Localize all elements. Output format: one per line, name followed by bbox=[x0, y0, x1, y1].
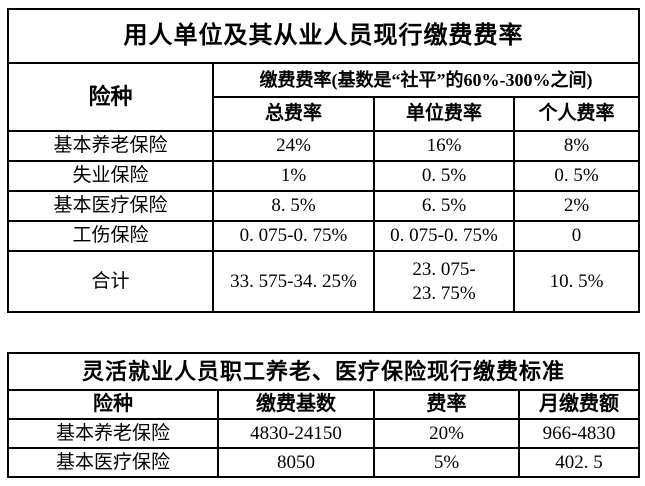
rate-cell: 5% bbox=[373, 447, 520, 478]
table-row: 工伤保险 0. 075-0. 75% 0. 075-0. 75% 0 bbox=[7, 220, 640, 252]
table2-header-rate: 费率 bbox=[373, 389, 520, 420]
table1-header-insurance-type: 险种 bbox=[7, 62, 214, 132]
total-rate-cell: 24% bbox=[212, 130, 375, 162]
table-row: 基本医疗保险 8. 5% 6. 5% 2% bbox=[7, 190, 640, 222]
personal-rate-cell: 0. 5% bbox=[513, 160, 640, 192]
table-row: 失业保险 1% 0. 5% 0. 5% bbox=[7, 160, 640, 192]
row-label-cell: 合计 bbox=[7, 250, 214, 313]
row-label-cell: 基本养老保险 bbox=[7, 130, 214, 162]
employer-rate-cell: 6. 5% bbox=[373, 190, 515, 222]
table2-header-base: 缴费基数 bbox=[217, 389, 375, 420]
row-label-cell: 基本医疗保险 bbox=[7, 190, 214, 222]
row-label-cell: 工伤保险 bbox=[7, 220, 214, 252]
total-rate-cell: 1% bbox=[212, 160, 375, 192]
table-row: 基本医疗保险 8050 5% 402. 5 bbox=[7, 447, 641, 478]
table1-title: 用人单位及其从业人员现行缴费费率 bbox=[7, 8, 640, 64]
table2-header-monthly: 月缴费额 bbox=[517, 389, 641, 420]
personal-rate-cell: 8% bbox=[513, 130, 640, 162]
table1-subheader-total-rate: 总费率 bbox=[212, 96, 375, 132]
table-row: 基本养老保险 4830-24150 20% 966-4830 bbox=[7, 418, 641, 449]
total-rate-cell: 33. 575-34. 25% bbox=[212, 250, 375, 313]
employer-rate-cell: 16% bbox=[373, 130, 515, 162]
table1-header-rate-group: 缴费费率(基数是“社平”的60%-300%之间) bbox=[212, 62, 640, 98]
monthly-amount-cell: 966-4830 bbox=[517, 418, 641, 449]
table1-subheader-employer-rate: 单位费率 bbox=[373, 96, 515, 132]
table2-header-insurance-type: 险种 bbox=[7, 389, 219, 420]
table-row: 基本养老保险 24% 16% 8% bbox=[7, 130, 640, 162]
monthly-amount-cell: 402. 5 bbox=[517, 447, 641, 478]
table1-subheader-personal-rate: 个人费率 bbox=[513, 96, 640, 132]
flexible-employment-rate-table: 灵活就业人员职工养老、医疗保险现行缴费标准 险种 缴费基数 费率 月缴费额 基本… bbox=[6, 352, 641, 478]
employer-rate-cell: 23. 075- 23. 75% bbox=[373, 250, 515, 313]
base-cell: 4830-24150 bbox=[217, 418, 375, 449]
row-label-cell: 失业保险 bbox=[7, 160, 214, 192]
personal-rate-cell: 2% bbox=[513, 190, 640, 222]
employer-employee-rate-table: 用人单位及其从业人员现行缴费费率 险种 缴费费率(基数是“社平”的60%-300… bbox=[7, 8, 640, 313]
table2-title: 灵活就业人员职工养老、医疗保险现行缴费标准 bbox=[6, 352, 641, 391]
row-label-cell: 基本养老保险 bbox=[7, 418, 219, 449]
employer-rate-cell: 0. 5% bbox=[373, 160, 515, 192]
base-cell: 8050 bbox=[217, 447, 375, 478]
employer-rate-cell: 0. 075-0. 75% bbox=[373, 220, 515, 252]
row-label-cell: 基本医疗保险 bbox=[7, 447, 219, 478]
total-rate-cell: 0. 075-0. 75% bbox=[212, 220, 375, 252]
total-rate-cell: 8. 5% bbox=[212, 190, 375, 222]
personal-rate-cell: 10. 5% bbox=[513, 250, 640, 313]
rate-cell: 20% bbox=[373, 418, 520, 449]
table-row-total: 合计 33. 575-34. 25% 23. 075- 23. 75% 10. … bbox=[7, 250, 640, 313]
personal-rate-cell: 0 bbox=[513, 220, 640, 252]
